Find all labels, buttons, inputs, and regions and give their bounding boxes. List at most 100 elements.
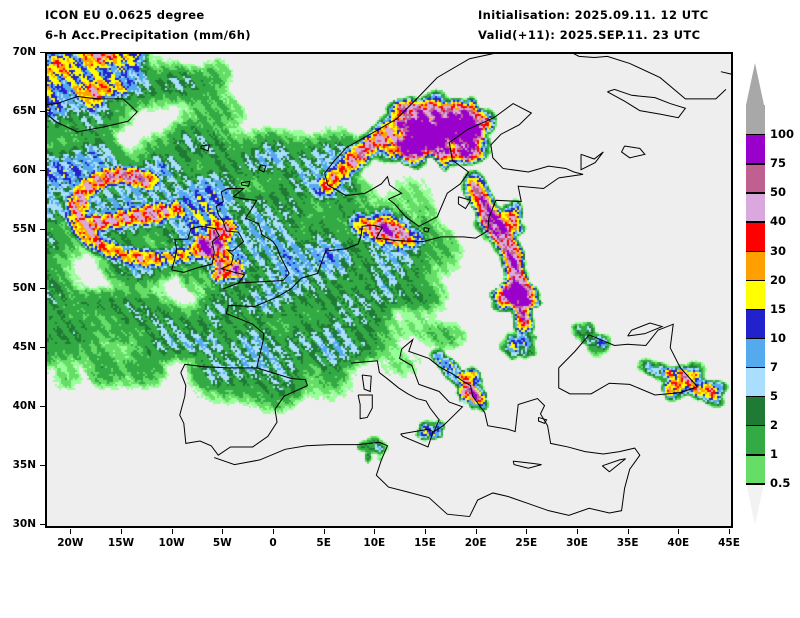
colorbar-tick [746,454,765,456]
colorbar-band [746,425,765,455]
lon-label: 10E [363,537,386,549]
lon-tick [526,529,528,534]
coastline-path [201,145,209,151]
colorbar-tick-label: 1 [770,447,779,462]
coastline-path [628,323,662,336]
colorbar-band [746,279,765,310]
colorbar-tick [746,279,765,281]
header-valid-line: Valid(+11): 2025.SEP.11. 23 UTC [478,28,701,42]
colorbar-tick [746,483,765,485]
coastline-path [458,197,470,209]
colorbar-tick [746,192,765,194]
coastline-path [362,375,371,392]
coastline-path [328,104,583,227]
colorbar-band [746,308,765,339]
lat-label: 55N [12,223,36,235]
coastline-path [538,417,546,423]
colorbar-tick-label: 50 [770,185,787,200]
colorbar-tick-label: 100 [770,127,795,142]
lon-tick [678,529,680,534]
colorbar-tick [746,308,765,311]
colorbar-tick-label: 7 [770,359,779,374]
lat-tick [40,52,45,53]
colorbar-band [746,105,765,135]
lon-label: 40E [667,537,690,549]
lon-tick [273,529,274,534]
coastline-path [180,364,308,455]
lat-label: 65N [12,105,36,117]
lon-tick [729,529,730,534]
lat-tick [40,524,45,525]
coastline-path [581,152,603,170]
coastline-path [47,96,137,131]
coastline-path [358,395,372,419]
map-plot-area [45,52,733,528]
coastline-path [559,324,698,395]
header-field-line: 6-h Acc.Precipitation (mm/6h) [45,28,251,42]
coastline-path [242,181,250,186]
colorbar-tick-label: 2 [770,418,779,433]
colorbar-tick-label: 20 [770,272,787,287]
lat-tick [40,465,45,466]
lat-label: 50N [12,282,36,294]
lat-tick [40,406,45,407]
lon-label: 20E [464,537,487,549]
lon-label: 15W [107,537,135,549]
precipitation-field [47,54,731,526]
lon-label: 30E [566,537,588,549]
lat-label: 45N [12,341,36,353]
colorbar-band [746,192,765,222]
colorbar-tick [746,366,765,369]
coastline-path [214,442,469,516]
coastline-path [259,165,266,172]
lon-tick [475,529,477,534]
header-model-line: ICON EU 0.0625 degree [45,8,205,22]
coastline-path [622,146,645,158]
lon-label: 5E [316,537,331,549]
lon-tick [374,529,376,534]
coastline-path [216,189,289,289]
lon-label: 0 [269,537,277,549]
lat-tick [40,170,45,171]
coastline-path [513,461,541,468]
lon-tick [627,529,629,534]
colorbar-band [746,396,765,426]
colorbar-tick [746,337,765,340]
lat-label: 70N [12,46,36,58]
lat-tick [40,288,45,289]
coastline-path [172,226,220,272]
lon-label: 5W [212,537,232,549]
lon-label: 35E [616,537,639,549]
lat-tick [40,229,45,230]
colorbar-tick-label: 0.5 [770,476,791,491]
coastline-path [721,72,731,83]
coastline-path [602,459,625,472]
lon-tick [222,529,224,534]
lat-tick [40,111,45,112]
colorbar-tick-label: 30 [770,243,787,258]
lon-label: 45E [718,537,740,549]
colorbar-tick-label: 5 [770,389,779,403]
coastline-path [351,340,640,517]
colorbar-tick [746,221,765,223]
colorbar-above-max-arrow [746,63,764,105]
lon-label: 15E [414,537,436,549]
header-initialisation-line: Initialisation: 2025.09.11. 12 UTC [478,8,709,22]
lat-label: 35N [12,459,36,471]
colorbar-band [746,366,765,397]
lon-tick [70,529,72,534]
lat-label: 60N [12,164,36,176]
colorbar-band [746,337,765,368]
coastline-path [607,89,685,117]
colorbar-band [746,250,765,281]
colorbar-tick [746,134,765,136]
colorbar-band [746,163,765,193]
colorbar-below-min-arrow [746,483,764,526]
lon-label: 20W [57,537,84,549]
lat-tick [40,347,45,348]
lat-label: 40N [12,400,36,412]
coastline-path [226,178,558,368]
lat-label: 30N [12,518,36,530]
coastline-path [325,54,726,185]
lon-tick [323,529,325,534]
